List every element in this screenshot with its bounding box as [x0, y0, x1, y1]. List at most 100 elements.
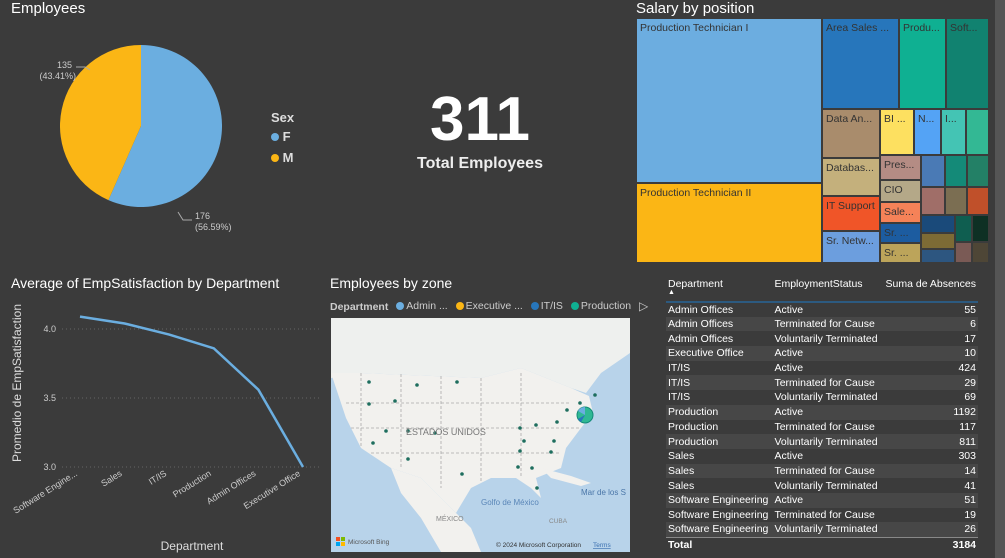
treemap-tile[interactable]: Sale... [880, 202, 921, 223]
legend-next-icon[interactable]: ▷ [638, 299, 649, 313]
map-marker[interactable] [552, 439, 556, 443]
treemap-tile[interactable] [972, 242, 989, 263]
legend-item-f[interactable]: F [271, 129, 294, 144]
treemap-tile[interactable]: Area Sales ... [822, 18, 899, 109]
cell-department: Sales [666, 463, 773, 479]
pie-data-label: (56.59%) [195, 222, 232, 232]
map-marker[interactable] [455, 380, 459, 384]
treemap-tile[interactable] [955, 242, 972, 263]
treemap-tile[interactable]: IT Support [822, 196, 880, 231]
table-row[interactable]: Sales Terminated for Cause 14 [666, 463, 978, 479]
map-marker[interactable] [460, 472, 464, 476]
cell-department: Software Engineering [666, 492, 773, 508]
treemap-tile[interactable]: CIO [880, 180, 921, 202]
table-row[interactable]: Software Engineering Terminated for Cause… [666, 508, 978, 523]
map-marker[interactable] [578, 401, 582, 405]
treemap-tile[interactable]: BI ... [880, 109, 914, 155]
map-marker[interactable] [406, 457, 410, 461]
treemap-tile[interactable]: Production Technician I [636, 18, 822, 183]
map-marker[interactable] [522, 439, 526, 443]
treemap-tile[interactable] [945, 187, 967, 215]
treemap-tile[interactable] [972, 215, 989, 242]
column-header-absences[interactable]: Suma de Absences [885, 278, 976, 290]
map-marker[interactable] [433, 431, 437, 435]
cell-status: Terminated for Cause [772, 316, 882, 332]
map-marker[interactable] [593, 393, 597, 397]
map-terms-link[interactable]: Terms [593, 542, 611, 549]
y-tick-label: 3.0 [43, 462, 56, 472]
map-marker[interactable] [565, 408, 569, 412]
map-marker[interactable] [406, 429, 410, 433]
map-marker[interactable] [516, 465, 520, 469]
line-series[interactable] [79, 315, 305, 468]
treemap-tile[interactable]: Pres... [880, 155, 921, 180]
treemap-tile[interactable]: I... [941, 109, 966, 155]
legend-dot-icon [396, 302, 405, 310]
treemap-tile[interactable]: Soft... [946, 18, 989, 109]
table-row[interactable]: Software Engineering Voluntarily Terminat… [666, 522, 978, 537]
treemap-tile[interactable] [921, 155, 945, 187]
cell-status: Voluntarily Terminated [772, 522, 882, 537]
treemap-tile[interactable] [921, 249, 955, 263]
pie-slice-m[interactable] [60, 45, 141, 201]
treemap-tile[interactable] [921, 187, 945, 215]
table-row[interactable]: Production Active 1192 [666, 404, 978, 420]
treemap-tile[interactable]: N... [914, 109, 941, 155]
map-marker[interactable] [518, 449, 522, 453]
map-legend-item[interactable]: Executive ... [455, 300, 523, 312]
map-marker[interactable] [530, 466, 534, 470]
legend-item-m[interactable]: M [271, 150, 294, 165]
table-row[interactable]: IT/IS Voluntarily Terminated 69 [666, 390, 978, 405]
treemap-tile[interactable]: Production Technician II [636, 183, 822, 263]
table-row[interactable]: Admin Offices Active 55 [666, 302, 978, 317]
treemap-tile[interactable]: Sr. Netw... [822, 231, 880, 263]
cell-department: Admin Offices [668, 332, 734, 345]
table-row[interactable]: Sales Active 303 [666, 449, 978, 464]
map-marker[interactable] [384, 429, 388, 433]
map-legend-item[interactable]: IT/IS [530, 300, 563, 312]
map-marker[interactable] [549, 450, 553, 454]
pie-slice-f[interactable] [108, 45, 222, 207]
map-legend-title: Department [330, 301, 389, 313]
map-marker[interactable] [555, 420, 559, 424]
cell-status: Active [772, 404, 882, 420]
map-marker[interactable] [534, 423, 538, 427]
treemap-tile[interactable] [955, 215, 972, 242]
map-marker[interactable] [415, 383, 419, 387]
treemap-tile[interactable]: Sr. ... [880, 223, 921, 243]
column-header-department[interactable]: Department ▲ [666, 275, 772, 302]
table-row[interactable]: IT/IS Active 424 [666, 361, 978, 376]
page-scrollbar[interactable] [995, 0, 1005, 558]
treemap-tile[interactable]: Databas... [822, 158, 880, 196]
table-row[interactable]: Admin Offices Voluntarily Terminated 17 [666, 331, 978, 346]
treemap-tile[interactable] [921, 233, 955, 249]
treemap-tile[interactable] [966, 109, 989, 155]
column-header-employment-status[interactable]: EmploymentStatus [774, 278, 863, 290]
map-marker[interactable] [367, 402, 371, 406]
treemap-tile[interactable]: Sr. ... [880, 243, 921, 263]
table-row[interactable]: Admin Offices Terminated for Cause 6 [666, 316, 978, 332]
map-marker[interactable] [393, 399, 397, 403]
treemap-tile[interactable]: Produ... [899, 18, 946, 109]
map-marker[interactable] [371, 441, 375, 445]
treemap-tile[interactable]: Data An... [822, 109, 880, 158]
map-legend-item[interactable]: Production [570, 300, 631, 312]
cell-absences: 19 [964, 508, 976, 521]
treemap-tile[interactable] [967, 187, 989, 215]
table-row[interactable]: Software Engineering Active 51 [666, 492, 978, 508]
treemap-tile[interactable] [921, 215, 955, 233]
table-row[interactable]: Production Terminated for Cause 117 [666, 420, 978, 435]
table-row[interactable]: Executive Office Active 10 [666, 346, 978, 361]
y-tick-label: 3.5 [43, 393, 56, 403]
x-tick-label: Software Engine... [11, 468, 79, 515]
map-marker[interactable] [367, 380, 371, 384]
map-marker[interactable] [535, 486, 539, 490]
map-marker[interactable] [518, 426, 522, 430]
table-row[interactable]: IT/IS Terminated for Cause 29 [666, 375, 978, 391]
table-row[interactable]: Production Voluntarily Terminated 811 [666, 434, 978, 449]
treemap-tile[interactable] [945, 155, 967, 187]
map-legend-item[interactable]: Admin ... [396, 300, 448, 312]
map[interactable]: ESTADOS UNIDOS Golfo de México MÉXICO Ma… [331, 318, 630, 552]
table-row[interactable]: Sales Voluntarily Terminated 41 [666, 478, 978, 493]
treemap-tile[interactable] [967, 155, 989, 187]
